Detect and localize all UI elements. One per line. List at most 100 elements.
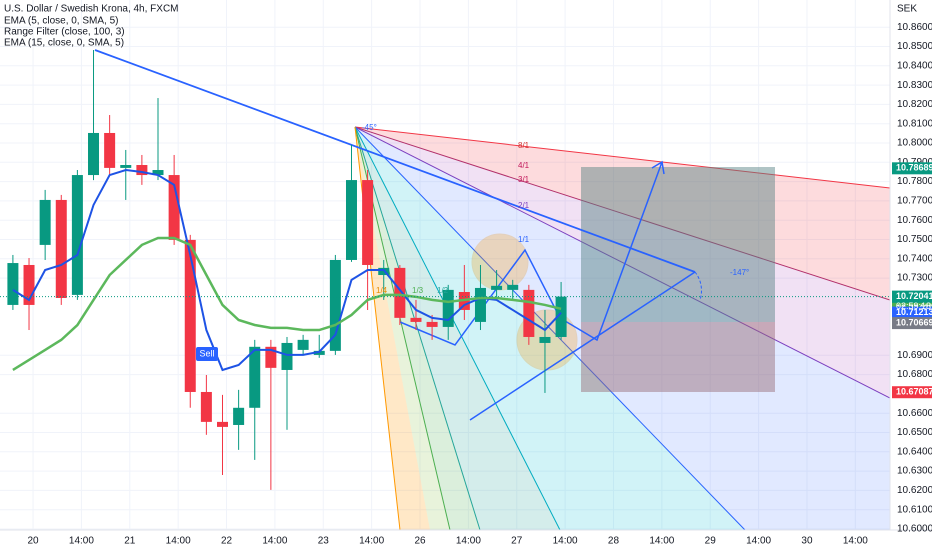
angle-label: -147° — [730, 268, 749, 277]
y-tick-label: 10.73000 — [897, 273, 932, 284]
fan-label: 1/4 — [376, 286, 388, 295]
x-tick-label: 14:00 — [649, 536, 674, 547]
price-tag-label: 10.67087 — [896, 387, 932, 397]
indicator-label: EMA (15, close, 0, SMA, 5) — [4, 38, 124, 49]
y-tick-label: 10.80000 — [897, 138, 932, 149]
candle-body — [539, 336, 551, 343]
fan-label: 3/1 — [518, 175, 530, 184]
candle-body — [491, 285, 503, 290]
trend-line — [94, 49, 696, 273]
candle-body — [120, 165, 132, 168]
candle-body — [249, 346, 261, 408]
candle-body — [265, 346, 277, 368]
fan-label: 2/1 — [518, 201, 530, 210]
y-tick-label: 10.65000 — [897, 427, 932, 438]
price-tag — [892, 162, 932, 175]
x-tick-label: 14:00 — [359, 536, 384, 547]
x-tick-label: 14:00 — [843, 536, 868, 547]
candle-body — [152, 170, 164, 176]
legend: U.S. Dollar / Swedish Krona, 4h, FXCM EM… — [4, 4, 179, 49]
highlight-circle — [471, 233, 529, 291]
candle-body — [410, 317, 422, 322]
price-tag — [892, 317, 932, 330]
candle-body — [55, 199, 67, 298]
fan-label: 8/1 — [518, 141, 530, 150]
x-tick-label: 22 — [221, 536, 233, 547]
candle-body — [39, 199, 51, 245]
price-tag — [892, 386, 932, 399]
y-tick-label: 10.68000 — [897, 369, 932, 380]
y-tick-label: 10.81000 — [897, 118, 932, 129]
candle-body — [88, 132, 100, 176]
y-tick-label: 10.82000 — [897, 99, 932, 110]
x-tick-label: 20 — [27, 536, 39, 547]
candle-body — [442, 289, 454, 327]
x-tick-label: 21 — [124, 536, 136, 547]
price-tag-label: 10.71213 — [896, 307, 932, 317]
candle-body — [523, 289, 535, 337]
x-tick-label: 14:00 — [746, 536, 771, 547]
candle-body — [104, 132, 116, 168]
price-tag — [892, 306, 932, 319]
price-tag-label: 10.70669 — [896, 317, 932, 327]
y-tick-label: 10.74000 — [897, 253, 932, 264]
fan-label: 4/1 — [518, 161, 530, 170]
candle-body — [71, 175, 83, 295]
position-box — [581, 167, 775, 392]
y-tick-label: 10.78000 — [897, 176, 932, 187]
currency-label: SEK — [897, 4, 917, 15]
x-tick-label: 14:00 — [69, 536, 94, 547]
candle-body — [313, 350, 325, 355]
indicator-label: Range Filter (close, 100, 3) — [4, 27, 125, 38]
candle-body — [168, 175, 180, 240]
candle-body — [217, 421, 228, 427]
angle-label: -45° — [362, 123, 377, 132]
y-tick-label: 10.86000 — [897, 22, 932, 33]
y-tick-label: 10.84000 — [897, 60, 932, 71]
annotations: 8/1 4/1 3/1 2/1 1/1 -45° -147° 1/4 1/3 1… — [196, 123, 749, 361]
fan-label: 1/2 — [437, 286, 449, 295]
y-tick-label: 10.63000 — [897, 466, 932, 477]
fan-wedge — [355, 127, 890, 530]
y-tick-label: 10.61000 — [897, 504, 932, 515]
x-tick-label: 14:00 — [166, 536, 191, 547]
y-tick-label: 10.76000 — [897, 215, 932, 226]
candle-body — [136, 165, 148, 176]
countdown: 02:59:18 — [896, 301, 931, 311]
x-tick-label: 27 — [511, 536, 523, 547]
sell-label: Sell — [199, 348, 214, 358]
indicator-line — [12, 169, 562, 372]
candle-body — [297, 339, 309, 350]
candle-body — [23, 264, 35, 305]
drawings — [94, 49, 891, 531]
indicator-label: EMA (5, close, 0, SMA, 5) — [4, 16, 118, 27]
sell-badge — [196, 347, 218, 361]
candle-body — [507, 284, 519, 290]
y-tick-label: 10.66000 — [897, 408, 932, 419]
candle-body — [233, 407, 245, 425]
candle-body — [329, 259, 341, 351]
y-tick-label: 10.83000 — [897, 80, 932, 91]
y-tick-label: 10.64000 — [897, 446, 932, 457]
y-tick-label: 10.75000 — [897, 234, 932, 245]
price-tag-label: 10.72041 — [896, 291, 932, 301]
candle-body — [345, 180, 357, 260]
candle-body — [200, 391, 212, 422]
y-tick-label: 10.69000 — [897, 350, 932, 361]
x-tick-label: 14:00 — [553, 536, 578, 547]
candle-body — [281, 342, 293, 370]
price-tag-label: 10.78689 — [896, 163, 932, 173]
candle-body — [555, 296, 567, 337]
x-tick-label: 28 — [608, 536, 620, 547]
indicator-line — [12, 236, 562, 372]
angle-arc — [694, 271, 702, 301]
fan-label: 1/1 — [518, 235, 530, 244]
plot — [0, 49, 890, 490]
x-tick-label: 14:00 — [262, 536, 287, 547]
y-tick-label: 10.60000 — [897, 524, 932, 535]
candle-body — [7, 263, 19, 305]
candle-body — [426, 321, 438, 327]
fan-label: 1/3 — [412, 286, 424, 295]
x-tick-label: 26 — [414, 536, 426, 547]
